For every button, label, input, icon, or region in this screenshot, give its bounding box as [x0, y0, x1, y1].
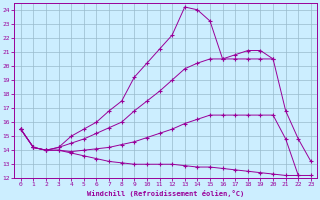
X-axis label: Windchill (Refroidissement éolien,°C): Windchill (Refroidissement éolien,°C): [87, 190, 244, 197]
